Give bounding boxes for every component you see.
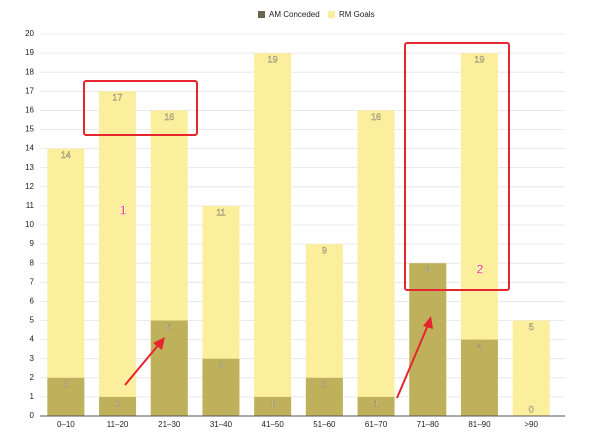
highlight-box xyxy=(83,80,198,136)
bar xyxy=(512,320,550,416)
arrow xyxy=(396,324,429,399)
value-label: 1 xyxy=(115,398,120,408)
value-label: 2 xyxy=(322,379,327,389)
value-label: 11 xyxy=(216,207,225,217)
arrow xyxy=(124,342,161,386)
annotation: 1 xyxy=(119,202,126,217)
y-tick-label: 2 xyxy=(30,373,35,382)
y-tick-label: 11 xyxy=(26,201,35,210)
y-tick-label: 4 xyxy=(30,335,35,344)
value-label: 5 xyxy=(167,322,172,332)
bar xyxy=(409,263,447,416)
value-label: 19 xyxy=(474,54,484,64)
value-label: 9 xyxy=(322,245,327,255)
value-label: 3 xyxy=(218,360,223,370)
bar xyxy=(99,91,137,417)
bar xyxy=(99,396,137,416)
y-tick-label: 17 xyxy=(25,86,34,95)
y-tick-label: 0 xyxy=(30,411,35,420)
annotation-layer: 12 xyxy=(83,42,510,399)
x-tick-label: 71–80 xyxy=(417,420,440,429)
bar xyxy=(202,358,240,416)
x-tick-label: 81–90 xyxy=(468,420,491,429)
legend-label: AM Conceded xyxy=(269,10,320,19)
value-label: 4 xyxy=(477,341,482,351)
arrow-head xyxy=(423,316,433,329)
value-label: 8 xyxy=(425,265,430,275)
y-tick-label: 18 xyxy=(25,67,34,76)
y-tick-label: 14 xyxy=(25,144,34,153)
y-tick-label: 19 xyxy=(25,48,34,57)
value-label: 16 xyxy=(371,112,381,122)
x-tick-label: 21–30 xyxy=(158,420,181,429)
y-tick-label: 1 xyxy=(30,392,35,401)
x-tick-label: >90 xyxy=(524,420,538,429)
y-tick-label: 16 xyxy=(25,106,34,115)
bar xyxy=(47,377,85,416)
bar xyxy=(47,148,85,416)
y-tick-label: 7 xyxy=(30,277,35,286)
value-label: 19 xyxy=(268,54,278,64)
y-tick-label: 10 xyxy=(25,220,34,229)
y-tick-label: 9 xyxy=(30,239,35,248)
y-tick-label: 20 xyxy=(25,29,34,38)
bar xyxy=(357,396,395,416)
annotation: 2 xyxy=(476,261,483,276)
x-tick-label: 31–40 xyxy=(210,420,233,429)
y-tick-label: 13 xyxy=(25,163,34,172)
y-tick-label: 8 xyxy=(30,258,35,267)
value-label: 5 xyxy=(529,322,534,332)
value-label: 0 xyxy=(529,404,534,414)
bar xyxy=(357,110,395,417)
value-label: 17 xyxy=(113,93,123,103)
legend-label: RM Goals xyxy=(339,10,375,19)
value-label: 1 xyxy=(270,398,275,408)
bar xyxy=(305,377,343,416)
y-tick-label: 15 xyxy=(25,125,34,134)
x-tick-label: 41–50 xyxy=(262,420,285,429)
bar xyxy=(254,53,292,416)
legend-swatch xyxy=(258,11,265,18)
arrow-head xyxy=(153,337,165,350)
bar xyxy=(150,320,188,416)
value-label: 16 xyxy=(164,112,174,122)
legend-swatch xyxy=(328,11,335,18)
value-label: 14 xyxy=(61,150,71,160)
x-tick-label: 11–20 xyxy=(107,420,129,429)
y-tick-label: 5 xyxy=(30,316,35,325)
y-tick-label: 3 xyxy=(30,354,35,363)
y-tick-label: 6 xyxy=(30,297,35,306)
y-tick-label: 12 xyxy=(25,182,34,191)
x-tick-label: 0–10 xyxy=(57,420,75,429)
x-tick-label: 51–60 xyxy=(313,420,336,429)
bar xyxy=(254,396,292,416)
x-tick-label: 61–70 xyxy=(365,420,388,429)
highlight-box xyxy=(404,42,510,291)
value-label: 2 xyxy=(63,379,68,389)
value-label: 1 xyxy=(374,398,379,408)
bar xyxy=(460,339,498,416)
